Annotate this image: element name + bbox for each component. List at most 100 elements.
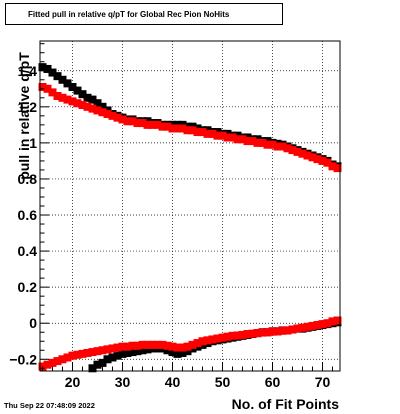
data-point bbox=[273, 327, 282, 336]
data-point bbox=[208, 129, 217, 138]
data-point bbox=[173, 124, 182, 133]
data-point bbox=[43, 360, 52, 369]
x-tick-label: 70 bbox=[315, 374, 331, 390]
data-point bbox=[43, 64, 52, 73]
data-point bbox=[63, 95, 72, 104]
data-point bbox=[198, 337, 207, 346]
data-point bbox=[258, 328, 267, 337]
data-point bbox=[103, 355, 112, 364]
data-point bbox=[88, 104, 97, 113]
data-point bbox=[203, 129, 212, 138]
data-point bbox=[313, 321, 322, 330]
data-point bbox=[73, 86, 82, 95]
data-point bbox=[313, 155, 322, 164]
data-point bbox=[203, 336, 212, 345]
data-point bbox=[183, 347, 192, 356]
data-point bbox=[143, 340, 152, 349]
data-point bbox=[158, 340, 167, 349]
data-point bbox=[128, 117, 137, 126]
data-point bbox=[233, 331, 242, 340]
data-point bbox=[88, 95, 97, 104]
data-point bbox=[208, 335, 217, 344]
data-point bbox=[123, 117, 132, 126]
data-point bbox=[253, 329, 262, 338]
data-point bbox=[328, 317, 337, 326]
data-point bbox=[223, 133, 232, 142]
data-point bbox=[83, 348, 92, 357]
data-point bbox=[218, 333, 227, 342]
data-point bbox=[193, 339, 202, 348]
data-point bbox=[78, 90, 87, 99]
data-point bbox=[238, 330, 247, 339]
data-point bbox=[223, 332, 232, 341]
data-point bbox=[268, 327, 277, 336]
data-point bbox=[123, 342, 132, 351]
data-point bbox=[68, 97, 77, 106]
data-point bbox=[53, 92, 62, 100]
grid-lines bbox=[40, 41, 340, 371]
data-point bbox=[43, 84, 52, 93]
data-point bbox=[73, 350, 82, 359]
x-tick-label: 20 bbox=[65, 374, 81, 390]
data-point bbox=[193, 128, 202, 137]
data-point bbox=[188, 126, 197, 135]
data-point bbox=[263, 140, 272, 149]
x-tick-label: 30 bbox=[115, 374, 131, 390]
data-point bbox=[173, 343, 182, 352]
y-tick-label: 0.8 bbox=[18, 171, 38, 187]
data-point bbox=[303, 322, 312, 331]
data-point bbox=[48, 88, 57, 97]
data-point bbox=[153, 340, 162, 349]
data-point bbox=[38, 362, 47, 371]
data-point bbox=[118, 349, 127, 358]
x-axis-label: No. of Fit Points bbox=[231, 396, 339, 412]
data-point bbox=[288, 325, 297, 334]
y-tick-label: 0.2 bbox=[18, 279, 38, 295]
data-point bbox=[113, 351, 122, 360]
data-point bbox=[308, 321, 317, 330]
data-point bbox=[68, 82, 77, 91]
y-tick-label: 1.4 bbox=[18, 63, 38, 79]
data-point bbox=[318, 320, 327, 329]
timestamp: Thu Sep 22 07:48:09 2022 bbox=[4, 401, 95, 410]
data-point bbox=[183, 126, 192, 135]
data-point bbox=[198, 128, 207, 137]
data-point bbox=[328, 162, 337, 171]
data-point bbox=[163, 346, 172, 355]
data-point bbox=[103, 345, 112, 354]
data-point bbox=[303, 151, 312, 160]
data-point bbox=[93, 347, 102, 356]
y-tick-label: 0.4 bbox=[18, 243, 38, 259]
data-point bbox=[168, 124, 177, 133]
data-point bbox=[73, 99, 82, 108]
data-point bbox=[53, 72, 62, 81]
data-point bbox=[278, 142, 287, 151]
data-point bbox=[83, 102, 92, 111]
data-point bbox=[48, 68, 57, 77]
y-tick-label: −0.2 bbox=[9, 351, 37, 367]
y-tick-label: 1 bbox=[29, 135, 37, 151]
data-point bbox=[38, 63, 47, 72]
y-tick-label: 1.2 bbox=[18, 99, 38, 115]
data-point bbox=[48, 358, 57, 367]
data-point bbox=[248, 329, 257, 338]
data-point bbox=[293, 324, 302, 333]
data-point bbox=[178, 124, 187, 133]
data-point bbox=[168, 342, 177, 351]
data-point bbox=[138, 119, 147, 128]
chart-title: Fitted pull in relative q/pT for Global … bbox=[5, 3, 283, 25]
data-point bbox=[38, 82, 47, 91]
tick-labels: 20 30 40 50 60 70 −0.2 0 0.2 0.4 0.6 0.8 1 1.2 1.4 bbox=[9, 63, 330, 390]
data-point bbox=[233, 135, 242, 144]
data-point bbox=[93, 106, 102, 115]
data-point bbox=[53, 357, 62, 366]
data-point bbox=[78, 101, 87, 110]
data-point bbox=[58, 93, 67, 102]
x-tick-label: 60 bbox=[265, 374, 281, 390]
data-point bbox=[168, 348, 177, 357]
data-point bbox=[218, 131, 227, 140]
data-point bbox=[138, 346, 147, 355]
data-point bbox=[213, 334, 222, 343]
data-point bbox=[278, 326, 287, 335]
